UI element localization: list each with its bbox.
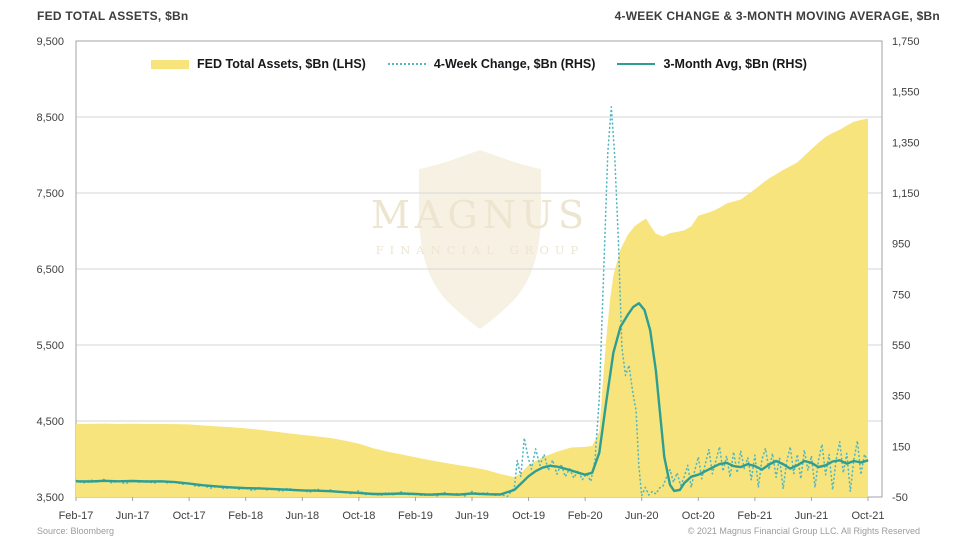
- x-axis-label: Feb-17: [59, 510, 94, 522]
- left-axis-title: FED TOTAL ASSETS, $Bn: [37, 9, 189, 23]
- x-axis-label: Jun-17: [116, 510, 150, 522]
- x-axis-label: Oct-17: [173, 510, 206, 522]
- right-axis-tick-label: -50: [892, 492, 908, 504]
- left-axis-tick-label: 7,500: [36, 188, 64, 200]
- x-axis-label: Jun-20: [625, 510, 659, 522]
- x-axis-label: Feb-21: [737, 510, 772, 522]
- watermark-subtext: FINANCIAL GROUP: [376, 243, 585, 257]
- x-axis-label: Oct-20: [682, 510, 715, 522]
- x-axis-label: Oct-21: [851, 510, 884, 522]
- copyright-note: © 2021 Magnus Financial Group LLC. All R…: [687, 526, 920, 536]
- right-axis-tick-label: 950: [892, 239, 910, 251]
- left-axis-tick-label: 5,500: [36, 340, 64, 352]
- left-axis-tick-label: 6,500: [36, 264, 64, 276]
- x-axis-label: Jun-18: [285, 510, 319, 522]
- right-axis-title: 4-WEEK CHANGE & 3-MONTH MOVING AVERAGE, …: [614, 9, 940, 23]
- right-axis-tick-label: 1,350: [892, 137, 920, 149]
- left-axis-tick-label: 4,500: [36, 416, 64, 428]
- right-axis-tick-label: 1,550: [892, 87, 920, 99]
- x-axis-label: Feb-20: [568, 510, 603, 522]
- three-month-avg-line: [75, 302, 869, 496]
- left-axis-tick-label: 9,500: [36, 36, 64, 48]
- right-axis-tick-label: 1,750: [892, 36, 920, 48]
- source-note: Source: Bloomberg: [37, 526, 115, 536]
- left-axis-tick-label: 8,500: [36, 112, 64, 124]
- watermark-shield-icon: [419, 150, 541, 329]
- left-axis-tick-label: 3,500: [36, 492, 64, 504]
- x-axis-label: Feb-18: [228, 510, 263, 522]
- watermark-text: MAGNUS: [371, 193, 589, 237]
- right-axis-tick-label: 550: [892, 340, 910, 352]
- right-axis-tick-label: 1,150: [892, 188, 920, 200]
- x-axis-label: Oct-18: [342, 510, 375, 522]
- fed-total-assets-area: [76, 118, 868, 497]
- x-axis-label: Feb-19: [398, 510, 433, 522]
- right-axis-tick-label: 350: [892, 391, 910, 403]
- x-axis-label: Jun-19: [455, 510, 489, 522]
- x-axis-label: Jun-21: [795, 510, 829, 522]
- right-axis-tick-label: 750: [892, 289, 910, 301]
- x-axis-label: Oct-19: [512, 510, 545, 522]
- right-axis-tick-label: 150: [892, 441, 910, 453]
